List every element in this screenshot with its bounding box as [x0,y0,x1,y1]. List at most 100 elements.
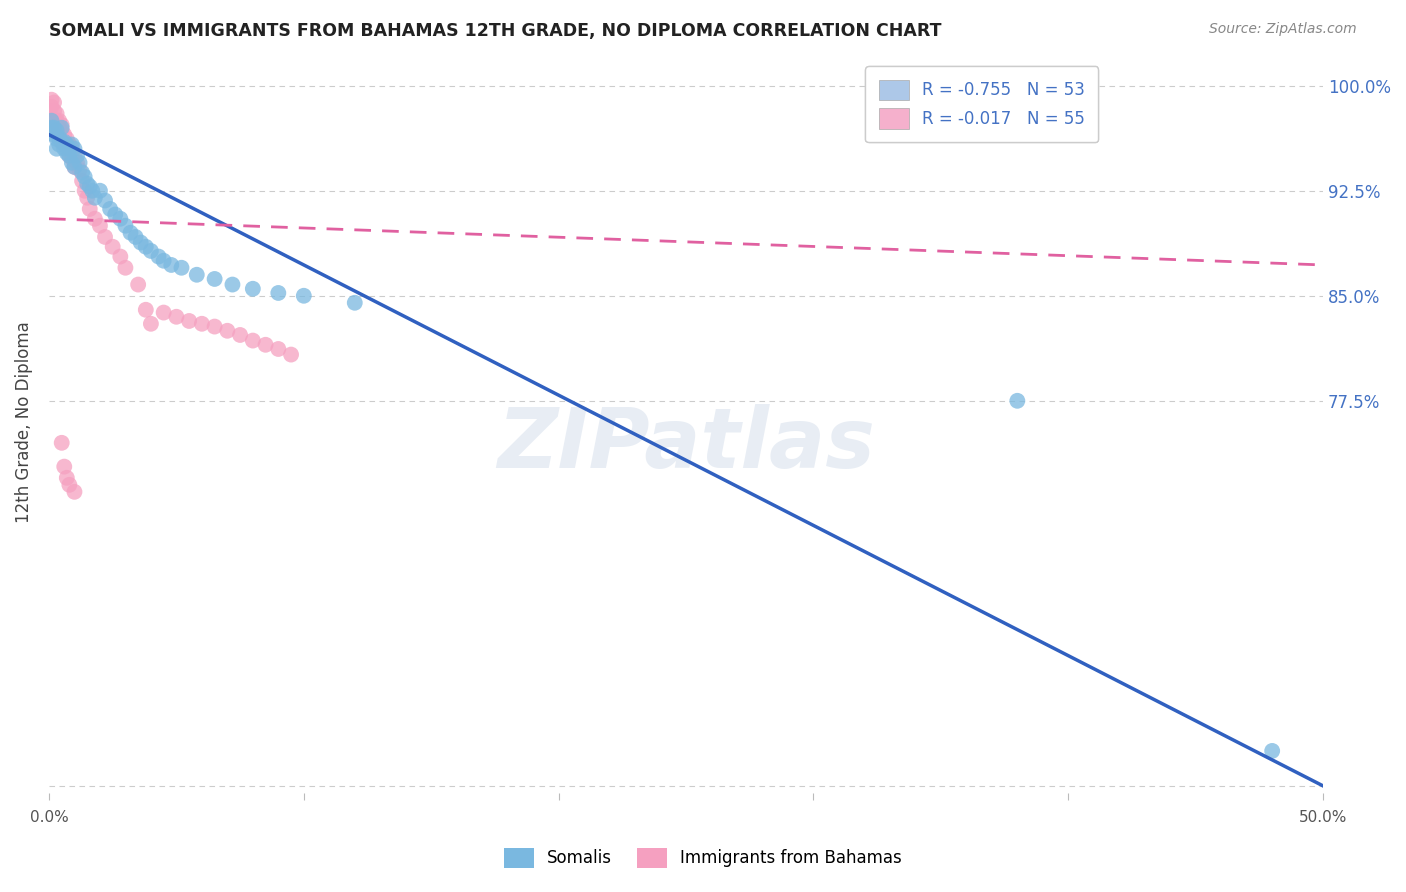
Point [60,137,83,152]
Point [135,240,157,254]
Point [204,319,226,334]
Point [148,250,170,264]
Point [41,93,63,107]
Point [139,317,162,331]
Point [66,155,89,169]
Point [48,113,70,128]
Point [129,235,152,250]
Point [69,162,91,177]
Point [63,142,86,156]
Point [53,142,76,156]
Point [152,305,174,319]
Point [76,177,98,191]
Point [98,202,121,216]
Point [51,118,73,132]
Point [191,317,214,331]
Point [58,149,80,163]
Point [42,113,65,128]
Text: ZIPatlas: ZIPatlas [498,403,875,484]
Point [83,211,105,226]
Point [56,145,79,160]
Point [58,137,80,152]
Point [58,149,80,163]
Point [63,484,86,499]
Point [45,132,67,146]
Point [51,435,73,450]
Point [79,202,101,216]
Point [94,230,117,244]
Point [170,260,193,275]
Point [45,113,67,128]
Y-axis label: 12th Grade, No Diploma: 12th Grade, No Diploma [15,321,32,523]
Point [242,282,264,296]
Point [48,128,70,142]
Point [83,191,105,205]
Point [89,184,111,198]
Text: 0.0%: 0.0% [30,810,69,825]
Point [229,328,252,343]
Point [51,120,73,135]
Point [1261,744,1284,758]
Point [292,289,315,303]
Point [73,184,96,198]
Legend: Somalis, Immigrants from Bahamas: Somalis, Immigrants from Bahamas [498,841,908,875]
Point [53,459,76,474]
Point [53,137,76,152]
Point [101,240,124,254]
Point [204,272,226,286]
Text: Source: ZipAtlas.com: Source: ZipAtlas.com [1209,22,1357,37]
Point [60,155,83,169]
Point [120,226,142,240]
Legend: R = -0.755   N = 53, R = -0.017   N = 55: R = -0.755 N = 53, R = -0.017 N = 55 [865,66,1098,142]
Point [110,211,132,226]
Point [60,152,83,166]
Point [127,277,149,292]
Point [56,137,79,152]
Point [56,471,79,485]
Point [104,208,127,222]
Point [45,120,67,135]
Point [124,230,146,244]
Point [45,106,67,120]
Point [42,120,65,135]
Point [82,184,104,198]
Point [73,169,96,184]
Point [58,478,80,492]
Point [41,100,63,114]
Point [179,314,201,328]
Point [63,149,86,163]
Point [221,277,243,292]
Point [53,128,76,142]
Point [343,295,366,310]
Point [53,135,76,149]
Point [48,130,70,145]
Point [51,135,73,149]
Point [42,128,65,142]
Text: 50.0%: 50.0% [1299,810,1347,825]
Point [41,120,63,135]
Point [70,174,93,188]
Point [1007,393,1029,408]
Point [280,348,302,362]
Point [63,160,86,174]
Point [217,324,239,338]
Point [69,155,91,169]
Point [45,142,67,156]
Point [152,253,174,268]
Point [160,258,183,272]
Point [254,338,277,352]
Point [42,103,65,118]
Point [56,142,79,156]
Point [89,219,111,233]
Point [94,194,117,208]
Point [58,142,80,156]
Point [110,250,132,264]
Point [165,310,187,324]
Point [41,113,63,128]
Point [48,120,70,135]
Point [186,268,208,282]
Point [135,302,157,317]
Point [63,160,86,174]
Point [114,260,136,275]
Point [56,132,79,146]
